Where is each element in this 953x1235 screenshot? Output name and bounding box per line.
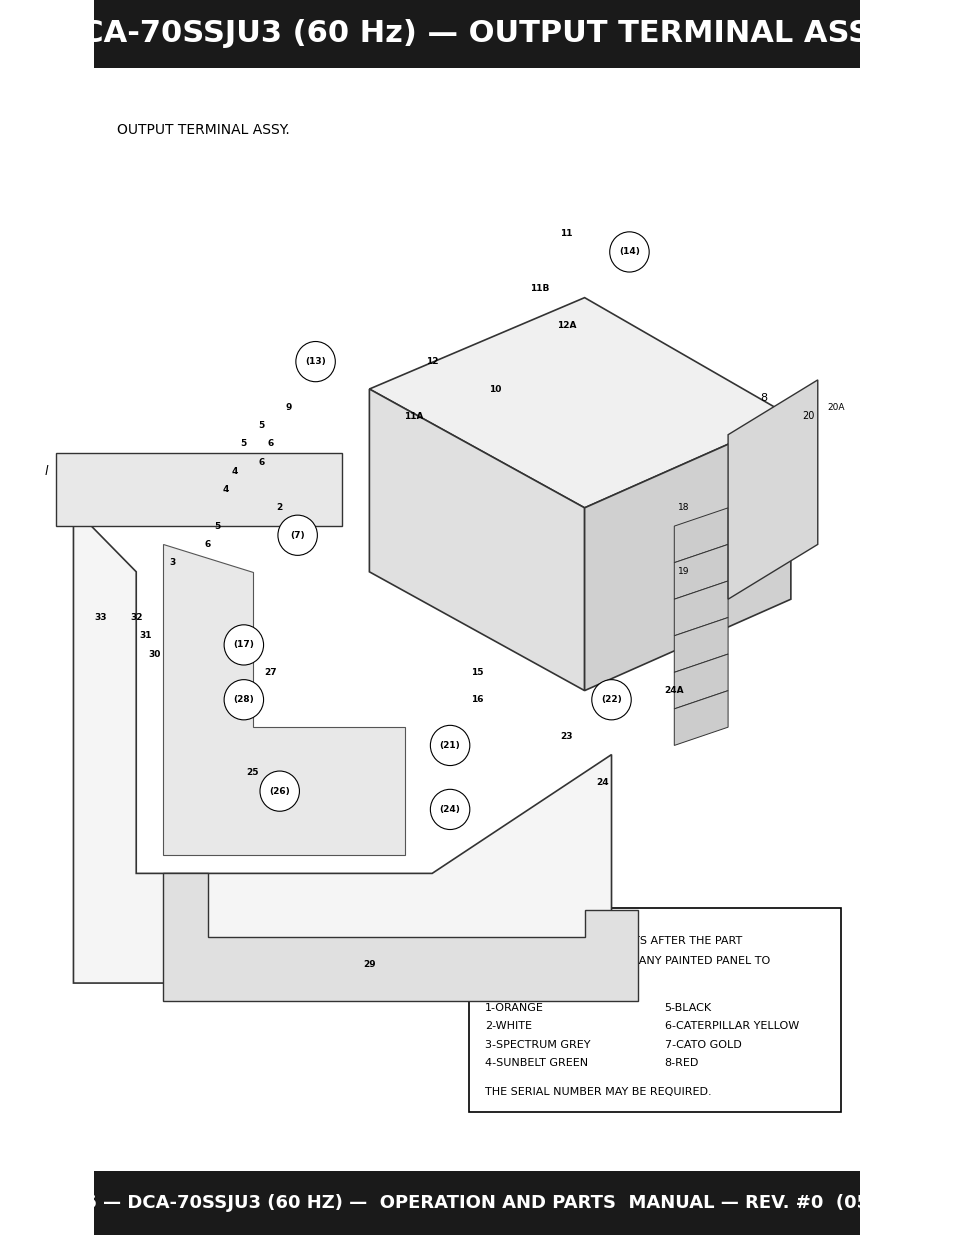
Text: 25: 25 [246,768,259,777]
Text: 12A: 12A [557,321,576,330]
Polygon shape [369,298,790,508]
Circle shape [224,625,263,664]
Text: 10: 10 [488,384,500,394]
Polygon shape [73,508,611,983]
Text: 33: 33 [94,613,107,622]
Text: 30: 30 [148,650,160,658]
FancyBboxPatch shape [94,0,859,68]
Text: 6: 6 [205,540,211,548]
Polygon shape [55,453,342,526]
Text: OUTPUT TERMINAL ASSY.: OUTPUT TERMINAL ASSY. [117,122,290,137]
Text: 11A: 11A [404,412,423,421]
Text: 1-ORANGE: 1-ORANGE [484,1003,543,1013]
Circle shape [609,232,648,272]
Text: 11: 11 [559,230,573,238]
Text: (21): (21) [439,741,460,750]
Text: 19: 19 [677,567,688,577]
Text: 16: 16 [470,695,483,704]
Text: 11B: 11B [530,284,549,293]
Text: 24: 24 [596,778,608,787]
Text: ADD THE FOLLOWING DIGITS AFTER THE PART: ADD THE FOLLOWING DIGITS AFTER THE PART [484,936,741,946]
Text: (22): (22) [600,695,621,704]
Text: 4: 4 [222,485,229,494]
Text: (26): (26) [269,787,290,795]
Text: 9: 9 [285,403,292,411]
Circle shape [430,725,469,766]
Text: 5: 5 [213,521,220,531]
FancyBboxPatch shape [94,1171,859,1235]
Text: 2-WHITE: 2-WHITE [484,1021,531,1031]
Polygon shape [674,545,727,599]
Text: 18: 18 [677,504,688,513]
Text: (13): (13) [305,357,326,366]
Circle shape [591,679,631,720]
Text: (14): (14) [618,247,639,257]
Text: 5: 5 [258,421,265,430]
Text: THE SERIAL NUMBER MAY BE REQUIRED.: THE SERIAL NUMBER MAY BE REQUIRED. [484,1087,711,1097]
Text: INDICATE COLOR OF UNIT:: INDICATE COLOR OF UNIT: [484,976,629,986]
Text: 6: 6 [258,458,265,467]
Text: 2: 2 [276,504,282,513]
Text: 8-RED: 8-RED [664,1058,699,1068]
Text: 31: 31 [139,631,152,640]
Text: 15: 15 [470,668,483,677]
Polygon shape [674,508,727,563]
Polygon shape [674,690,727,746]
Text: 12: 12 [425,357,438,366]
Text: 27: 27 [264,668,276,677]
Text: 32: 32 [130,613,142,622]
Circle shape [430,789,469,830]
Circle shape [224,679,263,720]
Text: 5-BLACK: 5-BLACK [664,1003,711,1013]
Text: 4-SUNBELT GREEN: 4-SUNBELT GREEN [484,1058,587,1068]
Polygon shape [674,618,727,672]
Text: NUMBER WHEN ORDERING ANY PAINTED PANEL TO: NUMBER WHEN ORDERING ANY PAINTED PANEL T… [484,956,769,966]
Text: 3-SPECTRUM GREY: 3-SPECTRUM GREY [484,1040,590,1050]
Polygon shape [584,416,790,690]
Circle shape [277,515,317,556]
Text: 6: 6 [268,440,274,448]
Polygon shape [369,389,584,690]
Text: 20A: 20A [826,403,843,411]
Circle shape [295,342,335,382]
Circle shape [260,771,299,811]
Text: (28): (28) [233,695,253,704]
Text: 24A: 24A [664,687,683,695]
Polygon shape [674,580,727,636]
Text: (17): (17) [233,641,254,650]
Text: 23: 23 [559,732,573,741]
Polygon shape [163,545,405,855]
Text: 4: 4 [232,467,238,475]
Text: PAGE 66 — DCA-70SSJU3 (60 HZ) —  OPERATION AND PARTS  MANUAL — REV. #0  (05/10/0: PAGE 66 — DCA-70SSJU3 (60 HZ) — OPERATIO… [13,1194,940,1212]
Polygon shape [163,873,638,1002]
Text: 5: 5 [240,440,247,448]
Polygon shape [674,655,727,709]
Polygon shape [727,380,817,599]
Text: 3: 3 [169,558,175,567]
Text: (24): (24) [439,805,460,814]
Text: 6-CATERPILLAR YELLOW: 6-CATERPILLAR YELLOW [664,1021,798,1031]
FancyBboxPatch shape [469,908,840,1112]
Text: 29: 29 [363,961,375,969]
Text: (7): (7) [290,531,305,540]
Text: l: l [45,464,49,478]
Text: 20: 20 [801,411,814,421]
Text: DCA-70SSJU3 (60 Hz) — OUTPUT TERMINAL ASSY.: DCA-70SSJU3 (60 Hz) — OUTPUT TERMINAL AS… [55,20,898,48]
Text: 7-CATO GOLD: 7-CATO GOLD [664,1040,740,1050]
Text: 8: 8 [760,393,767,403]
